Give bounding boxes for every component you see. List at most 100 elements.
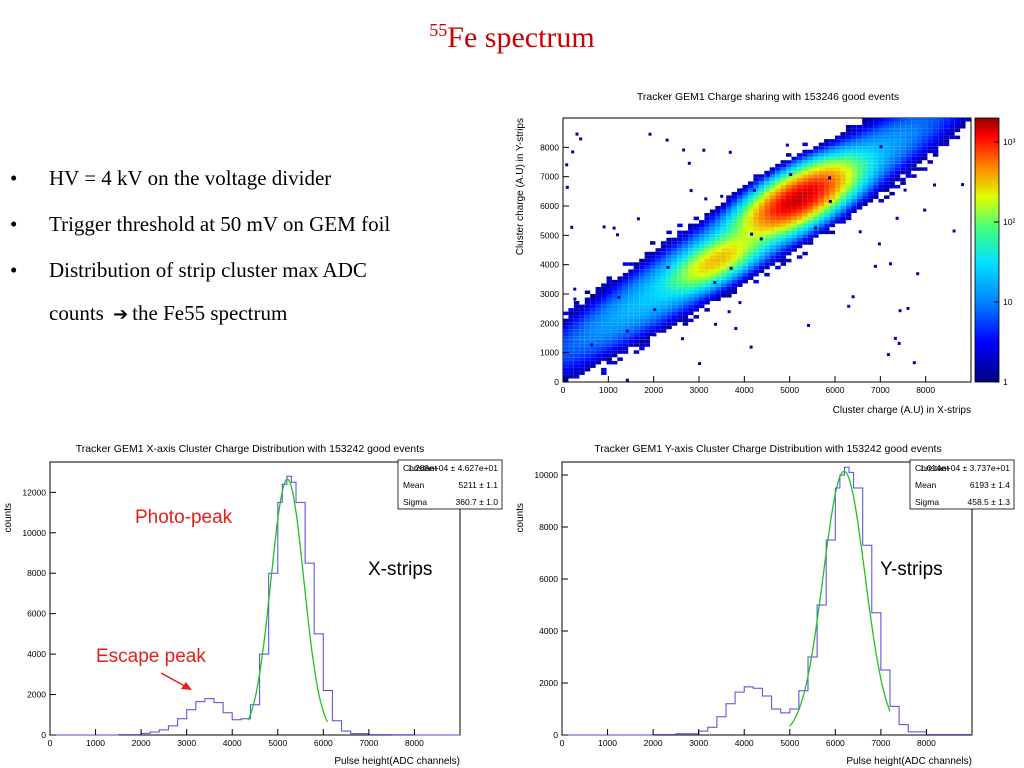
heatmap-cell (720, 255, 727, 259)
heatmap-cell (573, 329, 580, 333)
heatmap-cell (737, 191, 743, 196)
heatmap-cell (568, 375, 574, 379)
heatmap-cell (606, 297, 612, 302)
heatmap-cell (786, 244, 792, 249)
heatmap-cell (862, 153, 868, 157)
heatmap-cell (660, 258, 667, 263)
heatmap-cell (688, 304, 694, 309)
heatmap-cell (851, 149, 857, 154)
heatmap-cell (677, 279, 683, 284)
heatmap-cell (699, 290, 705, 295)
x-strips-y-tick-label: 2000 (27, 690, 46, 700)
heatmap-cell (878, 199, 884, 203)
heatmap-cell (791, 244, 797, 249)
heatmap-cell (606, 315, 612, 319)
heatmap-cell (791, 227, 797, 231)
heatmap-cell (655, 304, 661, 309)
heatmap-cell (905, 153, 912, 157)
heatmap-cell (731, 227, 738, 231)
heatmap-cell (726, 290, 732, 295)
heatmap-cell (704, 237, 710, 242)
y-strips-y-tick-label: 0 (553, 730, 558, 740)
heatmap-cell (715, 262, 721, 266)
heatmap-cell (916, 128, 923, 133)
heatmap-cell (677, 237, 683, 242)
heatmap-cell (767, 173, 771, 177)
heatmap-cell (802, 156, 808, 161)
y-strips-x-tick-label: 8000 (917, 738, 936, 748)
heatmap-cell (622, 311, 629, 316)
heatmap-cell (573, 301, 580, 305)
heatmap-cell (573, 311, 580, 316)
heatmap-cell (786, 258, 792, 263)
heatmap-cell (845, 167, 852, 171)
heatmap-cell (639, 262, 645, 266)
heatmap-cell (612, 318, 618, 323)
heatmap-cell (900, 135, 906, 140)
heatmap-cell (639, 272, 645, 277)
heatmap-cell (932, 146, 939, 150)
heatmap-cell (818, 216, 825, 221)
heatmap-cell (889, 163, 895, 168)
y-strips-x-label: Pulse height(ADC channels) (846, 756, 972, 767)
heatmap-cell (568, 339, 574, 344)
heatmap-cell (601, 318, 607, 323)
heatmap-cell (628, 325, 634, 330)
heatmap-cell (677, 241, 683, 245)
heatmap-cell (688, 237, 694, 242)
heatmap-cell (845, 191, 852, 196)
heatmap-cell (590, 329, 596, 333)
heatmap-cell (612, 304, 618, 309)
heatmap-cell (660, 283, 667, 287)
heatmap-cell (688, 308, 694, 312)
heatmap-cell (780, 199, 787, 203)
heatmap-cell (671, 311, 678, 316)
heatmap-cell (878, 181, 884, 185)
heatmap-cell (693, 223, 700, 228)
bullet-dot: • (10, 166, 18, 190)
heatmap-cell (758, 258, 765, 263)
heatmap-cell (748, 269, 754, 273)
heatmap-cell (682, 244, 689, 249)
heatmap-cell (845, 139, 852, 143)
heatmap-cell (704, 262, 710, 266)
heatmap-cell (828, 176, 832, 180)
heatmap-cell (862, 163, 868, 168)
heatmap-cell (753, 216, 759, 221)
y-strips-y-tick-label: 4000 (539, 626, 558, 636)
heatmap-cell (568, 367, 574, 372)
heatmap-cell (573, 371, 580, 375)
heatmap-cell (677, 308, 683, 312)
heatmap-cell (835, 184, 841, 189)
heatmap-cell (709, 220, 716, 224)
heatmap-cell (818, 223, 825, 228)
heatmap-cell (671, 308, 678, 312)
heatmap-cell (584, 304, 591, 309)
stat-value: 360.7 ± 1.0 (456, 497, 499, 507)
heatmap-cell (666, 248, 672, 252)
heatmap-cell (595, 350, 602, 354)
heatmap-cell (644, 339, 651, 344)
heatmap-cell (726, 206, 732, 210)
heatmap-cell (927, 160, 933, 164)
heatmap-cell (791, 234, 797, 238)
heatmap-cell (813, 167, 819, 171)
heatmap-cell (894, 160, 901, 164)
heatmap-cell (639, 287, 645, 291)
heatmap-cell (791, 181, 797, 185)
heatmap-cell (606, 343, 612, 347)
heatmap-cell (639, 329, 645, 333)
heatmap-cell (840, 149, 846, 154)
heatmap-cell (791, 209, 797, 214)
heatmap-cell (625, 378, 629, 382)
heatmap-cell (748, 234, 754, 238)
heatmap-cell (655, 248, 661, 252)
heatmap-cell (753, 202, 759, 207)
heatmap-cell (791, 184, 797, 189)
heatmap-cell (949, 118, 955, 122)
heatmap-cell (884, 170, 890, 175)
heatmap-cell (606, 287, 612, 291)
heatmap-cell (731, 248, 738, 252)
heatmap-cell (682, 148, 686, 152)
